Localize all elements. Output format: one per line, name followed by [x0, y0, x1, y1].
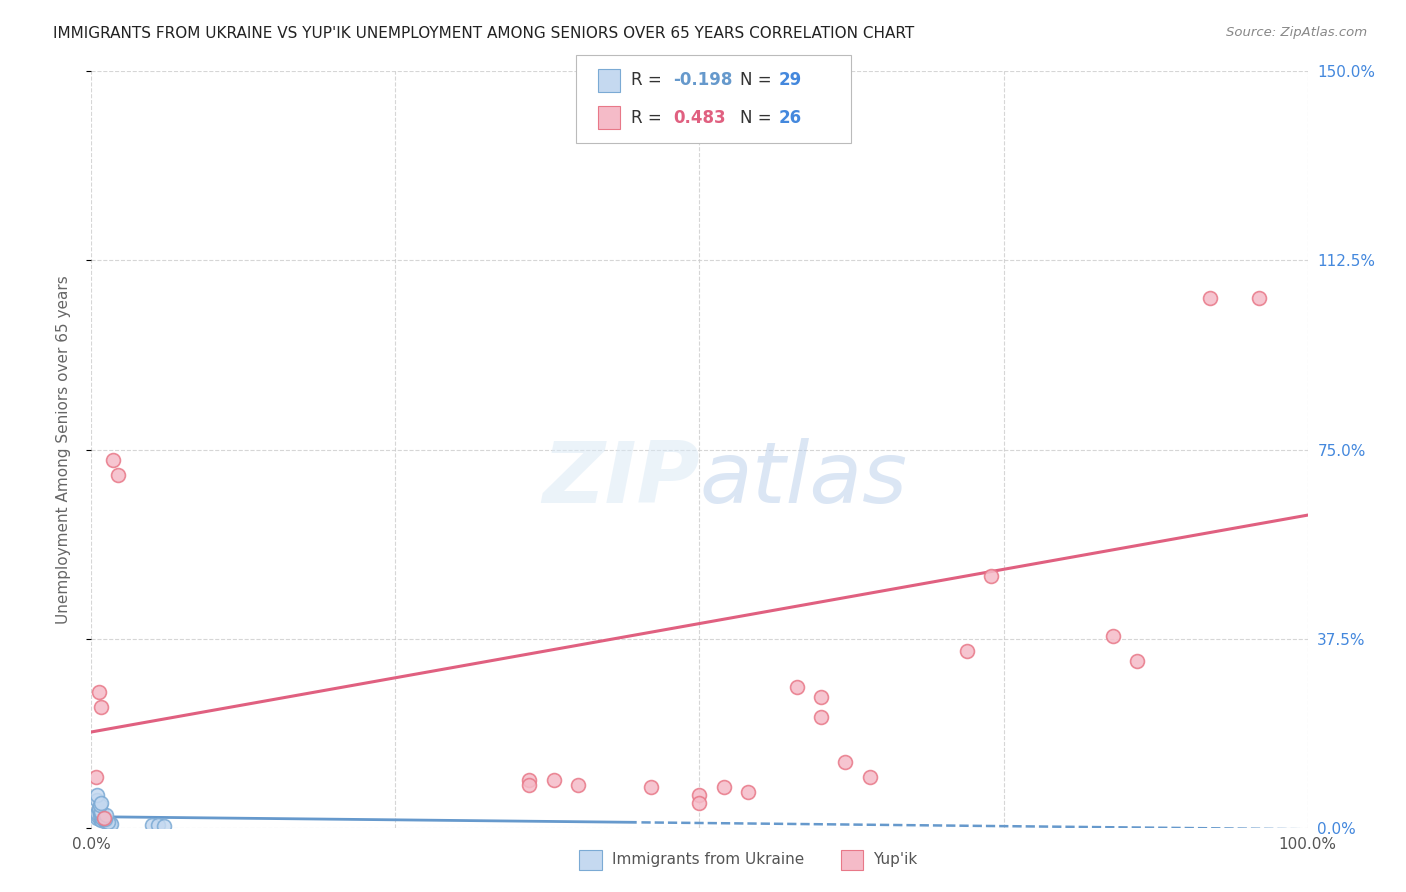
Point — [834, 756, 856, 770]
Point — [517, 778, 540, 792]
Point — [90, 813, 112, 827]
Point — [640, 780, 662, 795]
Point — [93, 811, 115, 825]
Point — [94, 814, 117, 829]
Point — [87, 684, 110, 698]
Text: ZIP: ZIP — [541, 438, 699, 521]
Point — [543, 772, 565, 787]
Text: 26: 26 — [779, 109, 801, 127]
Point — [713, 780, 735, 795]
Point — [98, 815, 121, 830]
Point — [980, 568, 1002, 582]
Point — [517, 772, 540, 787]
Point — [94, 814, 117, 828]
Point — [89, 808, 111, 822]
Y-axis label: Unemployment Among Seniors over 65 years: Unemployment Among Seniors over 65 years — [56, 276, 70, 624]
Point — [89, 812, 111, 826]
Text: 0.483: 0.483 — [673, 109, 725, 127]
Point — [94, 812, 117, 826]
Text: Immigrants from Ukraine: Immigrants from Ukraine — [612, 853, 804, 867]
Point — [688, 788, 710, 802]
Point — [810, 690, 832, 704]
Point — [1247, 291, 1270, 305]
Text: R =: R = — [631, 109, 662, 127]
Point — [153, 819, 176, 833]
Point — [90, 796, 112, 810]
Text: Source: ZipAtlas.com: Source: ZipAtlas.com — [1226, 26, 1367, 39]
Text: atlas: atlas — [699, 438, 907, 521]
Point — [91, 811, 114, 825]
Point — [97, 814, 120, 829]
Point — [93, 814, 115, 828]
Point — [100, 816, 122, 830]
Text: Yup'ik: Yup'ik — [873, 853, 917, 867]
Point — [1102, 629, 1125, 643]
Point — [86, 811, 108, 825]
Point — [141, 818, 163, 832]
Point — [90, 810, 112, 824]
Point — [90, 805, 112, 819]
Point — [567, 778, 589, 792]
Text: -0.198: -0.198 — [673, 71, 733, 89]
Point — [148, 818, 170, 832]
Point — [94, 808, 117, 822]
Point — [90, 699, 112, 714]
Point — [86, 788, 108, 802]
Point — [688, 796, 710, 810]
Point — [84, 770, 107, 784]
Point — [859, 770, 882, 784]
Point — [86, 805, 108, 820]
Point — [786, 680, 808, 694]
Text: N =: N = — [740, 109, 770, 127]
Point — [90, 806, 112, 821]
Point — [87, 800, 110, 814]
Point — [737, 785, 759, 799]
Point — [956, 644, 979, 658]
Point — [107, 467, 129, 482]
Point — [89, 798, 111, 813]
Point — [93, 810, 115, 824]
Point — [103, 452, 125, 467]
Text: 29: 29 — [779, 71, 803, 89]
Point — [1126, 654, 1149, 668]
Point — [1199, 291, 1222, 305]
Point — [86, 793, 108, 807]
Point — [93, 812, 115, 826]
Text: N =: N = — [740, 71, 770, 89]
Point — [86, 808, 108, 822]
Point — [810, 710, 832, 724]
Text: R =: R = — [631, 71, 662, 89]
Point — [87, 803, 110, 817]
Text: IMMIGRANTS FROM UKRAINE VS YUP'IK UNEMPLOYMENT AMONG SENIORS OVER 65 YEARS CORRE: IMMIGRANTS FROM UKRAINE VS YUP'IK UNEMPL… — [53, 26, 915, 41]
